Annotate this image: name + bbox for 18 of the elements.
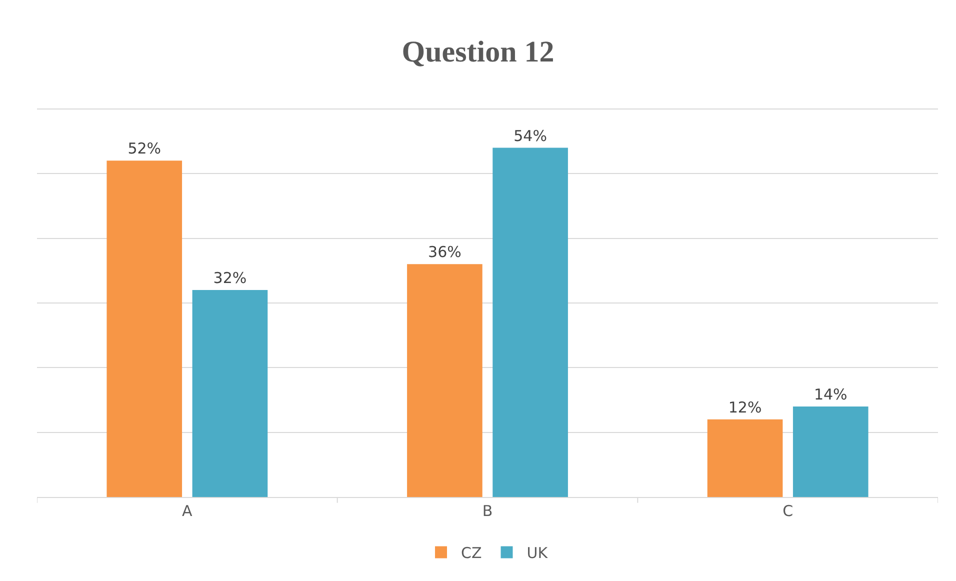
chart-title: Question 12 <box>402 36 554 69</box>
bar <box>492 148 568 497</box>
bar <box>792 406 868 497</box>
bar <box>106 160 182 497</box>
x-tick-label: B <box>482 502 493 520</box>
bar <box>192 290 268 497</box>
data-label: 52% <box>128 140 162 158</box>
legend-label: UK <box>526 544 549 562</box>
data-label: 36% <box>428 243 462 262</box>
bar <box>407 264 482 497</box>
legend-label: CZ <box>461 544 482 562</box>
data-label: 32% <box>213 269 247 288</box>
x-tick-label: C <box>782 502 794 520</box>
data-label: 12% <box>728 398 762 416</box>
bar <box>707 419 783 497</box>
data-label: 14% <box>814 385 848 404</box>
data-label: 54% <box>514 126 547 145</box>
x-tick-label: A <box>182 502 194 520</box>
